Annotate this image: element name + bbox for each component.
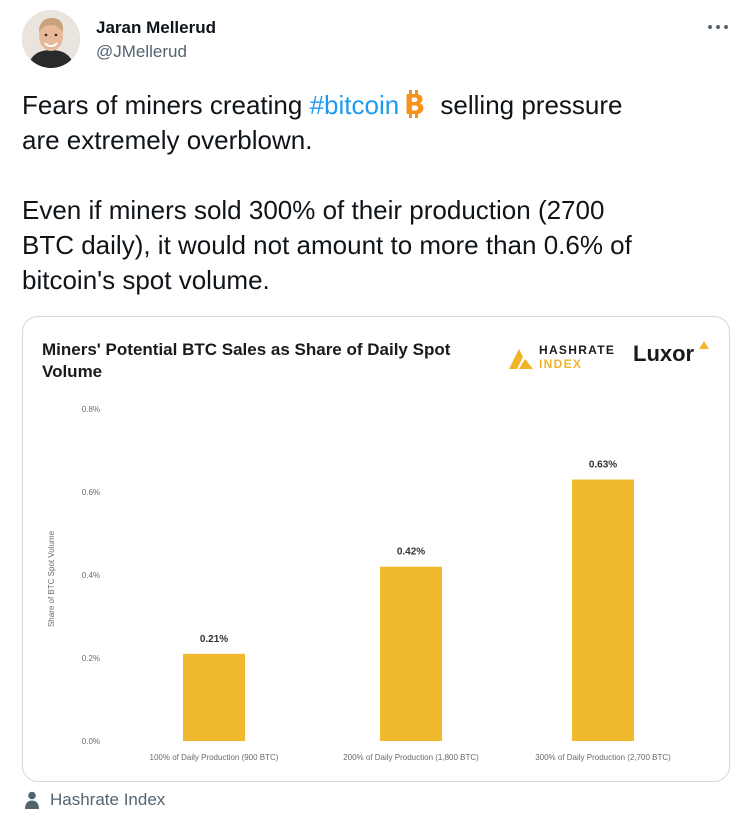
tweet-text-line: bitcoin's spot volume. xyxy=(22,265,270,295)
hashrate-index-icon xyxy=(509,349,533,369)
tweet-text-line: are extremely overblown. xyxy=(22,125,313,155)
bar-chart: 0.0% 0.2% 0.4% 0.6% 0.8% 0.21% 0.42% 0.63% 100… xyxy=(47,405,671,762)
y-tick-label: 0.6% xyxy=(82,488,100,497)
y-tick-label: 0.4% xyxy=(82,571,100,580)
bar xyxy=(572,479,634,741)
tweet-text: Fears of miners creating #bitcoin B selli… xyxy=(22,88,722,298)
luxor-logo: Luxor xyxy=(633,341,713,371)
x-tick-label: 200% of Daily Production (1,800 BTC) xyxy=(343,753,479,762)
chart-title: Miners' Potential BTC Sales as Share of … xyxy=(42,340,451,381)
luxor-brand-text: Luxor xyxy=(633,341,695,366)
person-icon xyxy=(25,791,39,809)
x-tick-label: 100% of Daily Production (900 BTC) xyxy=(150,753,279,762)
bar xyxy=(183,653,245,741)
avatar[interactable] xyxy=(22,10,80,68)
hashrate-index-logo: HASHRATE INDEX xyxy=(507,341,627,371)
tweet-text-line: Even if miners sold 300% of their produc… xyxy=(22,195,605,225)
bar-value-label: 0.42% xyxy=(397,547,425,558)
tweet-text-line: BTC daily), it would not amount to more … xyxy=(22,230,632,260)
bar-value-label: 0.21% xyxy=(200,634,228,645)
author-handle[interactable]: @JMellerud xyxy=(96,42,187,61)
svg-text:B: B xyxy=(404,89,425,119)
y-axis-title: Share of BTC Spot Volume xyxy=(47,530,56,627)
y-tick-label: 0.2% xyxy=(82,654,100,663)
image-source-label: Hashrate Index xyxy=(50,790,166,809)
bitcoin-icon: B xyxy=(401,88,429,121)
author-name[interactable]: Jaran Mellerud xyxy=(96,18,216,37)
bar-value-label: 0.63% xyxy=(589,460,617,471)
tweet-header: Jaran Mellerud @JMellerud xyxy=(22,10,732,74)
bar xyxy=(380,566,442,741)
y-tick-label: 0.0% xyxy=(82,737,100,746)
hashrate-brand-text: HASHRATE xyxy=(539,343,616,357)
chart-image-card[interactable]: Miners' Potential BTC Sales as Share of … xyxy=(22,316,730,782)
luxor-mark-icon xyxy=(699,341,709,349)
index-brand-text: INDEX xyxy=(539,357,583,371)
x-tick-label: 300% of Daily Production (2,700 BTC) xyxy=(535,753,671,762)
tweet-text-segment: selling pressure xyxy=(433,90,623,120)
hashtag-link[interactable]: #bitcoin xyxy=(309,90,400,120)
tweet-text-segment: Fears of miners creating xyxy=(22,90,310,120)
more-options-icon[interactable] xyxy=(706,16,730,36)
y-tick-label: 0.8% xyxy=(82,405,100,414)
